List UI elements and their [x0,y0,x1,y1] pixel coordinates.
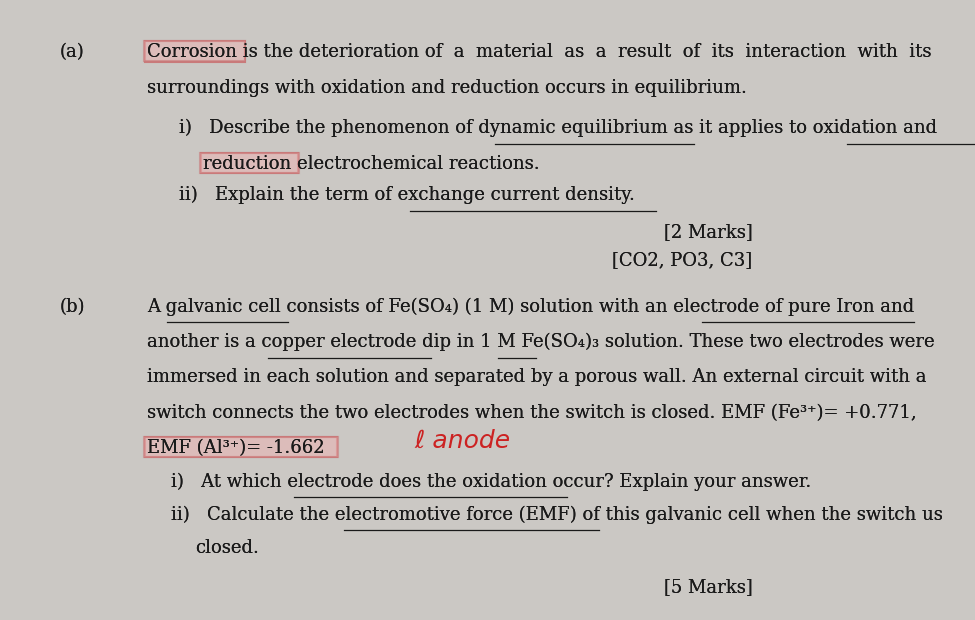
Text: i)   Describe the phenomenon of dynamic equilibrium as it applies to oxidation a: i) Describe the phenomenon of dynamic eq… [179,119,937,137]
Text: closed.: closed. [195,539,259,557]
Text: (a): (a) [59,43,85,61]
Text: Corrosion is the deterioration of  a  material  as  a  result  of  its  interact: Corrosion is the deterioration of a mate… [147,43,932,61]
Text: surroundings with oxidation and reduction occurs in equilibrium.: surroundings with oxidation and reductio… [147,79,747,97]
Text: immersed in each solution and separated by a porous wall. An external circuit wi: immersed in each solution and separated … [147,368,927,386]
Text: ℓ anode: ℓ anode [414,429,510,453]
Text: reduction electrochemical reactions.: reduction electrochemical reactions. [203,155,540,173]
Text: ii)   Explain the term of exchange current density.: ii) Explain the term of exchange current… [179,186,635,204]
FancyBboxPatch shape [144,436,337,456]
Text: switch connects the two electrodes when the switch is closed. EMF (Fe³⁺)= +0.771: switch connects the two electrodes when … [147,404,916,422]
Text: EMF (Al³⁺)= -1.662: EMF (Al³⁺)= -1.662 [147,439,325,457]
Text: closed.: closed. [195,539,259,557]
Text: ii)   Calculate the electromotive force (EMF) of this galvanic cell when the swi: ii) Calculate the electromotive force (E… [172,505,943,523]
Text: [CO2, PO3, C3]: [CO2, PO3, C3] [612,251,753,269]
FancyBboxPatch shape [144,41,246,61]
Text: A galvanic cell consists of Fe(SO₄) (1 M) solution with an electrode of pure Iro: A galvanic cell consists of Fe(SO₄) (1 M… [147,298,915,316]
Text: (b): (b) [59,298,85,316]
Text: (a): (a) [59,43,85,61]
Text: switch connects the two electrodes when the switch is closed. EMF (Fe³⁺)= +0.771: switch connects the two electrodes when … [147,404,916,422]
Text: i)   Describe the phenomenon of dynamic equilibrium as it applies to oxidation a: i) Describe the phenomenon of dynamic eq… [179,119,937,137]
Text: reduction electrochemical reactions.: reduction electrochemical reactions. [203,155,540,173]
Text: (b): (b) [59,298,85,316]
Text: [CO2, PO3, C3]: [CO2, PO3, C3] [612,251,753,269]
Text: ii)   Calculate the electromotive force (EMF) of this galvanic cell when the swi: ii) Calculate the electromotive force (E… [172,505,943,523]
Text: another is a copper electrode dip in 1 M Fe(SO₄)₃ solution. These two electrodes: another is a copper electrode dip in 1 M… [147,333,935,351]
Text: EMF (Al³⁺)= -1.662: EMF (Al³⁺)= -1.662 [147,439,325,457]
Text: surroundings with oxidation and reduction occurs in equilibrium.: surroundings with oxidation and reductio… [147,79,747,97]
Text: [2 Marks]: [2 Marks] [664,223,753,241]
Text: [5 Marks]: [5 Marks] [664,578,753,596]
Text: i)   At which electrode does the oxidation occur? Explain your answer.: i) At which electrode does the oxidation… [172,472,811,490]
Text: ii)   Explain the term of exchange current density.: ii) Explain the term of exchange current… [179,186,635,204]
Text: immersed in each solution and separated by a porous wall. An external circuit wi: immersed in each solution and separated … [147,368,927,386]
Text: [2 Marks]: [2 Marks] [664,223,753,241]
Text: i)   At which electrode does the oxidation occur? Explain your answer.: i) At which electrode does the oxidation… [172,472,811,490]
Text: Corrosion is the deterioration of  a  material  as  a  result  of  its  interact: Corrosion is the deterioration of a mate… [147,43,932,61]
Text: A galvanic cell consists of Fe(SO₄) (1 M) solution with an electrode of pure Iro: A galvanic cell consists of Fe(SO₄) (1 M… [147,298,915,316]
Text: another is a copper electrode dip in 1 M Fe(SO₄)₃ solution. These two electrodes: another is a copper electrode dip in 1 M… [147,333,935,351]
Text: [5 Marks]: [5 Marks] [664,578,753,596]
FancyBboxPatch shape [200,153,299,172]
